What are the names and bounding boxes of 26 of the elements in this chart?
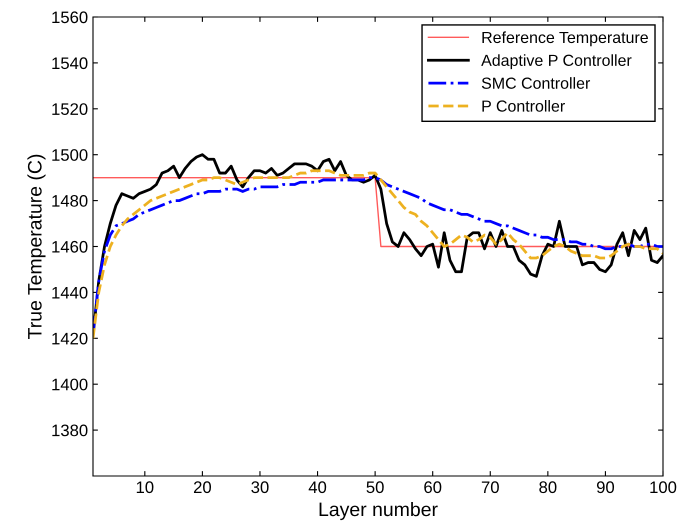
x-tick-label: 50 <box>366 481 384 494</box>
x-axis-title: Layer number <box>320 502 438 520</box>
x-tick-label: 10 <box>136 481 154 494</box>
legend-label: P Controller <box>482 100 565 112</box>
y-tick-label: 1480 <box>52 195 88 207</box>
x-tick-label: 20 <box>194 481 212 494</box>
x-tick-label: 30 <box>251 481 269 494</box>
x-tick-label: 100 <box>650 481 676 494</box>
x-tick-label: 80 <box>539 481 556 494</box>
x-tick-label: 40 <box>308 481 326 494</box>
y-tick-label: 1440 <box>52 286 88 299</box>
legend-label: Reference Temperature <box>482 31 648 46</box>
y-axis-title: True Temperature (C) <box>27 154 46 339</box>
x-tick-label: 70 <box>482 481 499 494</box>
y-tick-label: 1420 <box>52 332 88 345</box>
legend-label: SMC Controller <box>482 77 590 89</box>
y-tick-label: 1400 <box>52 378 88 390</box>
y-tick-label: 1460 <box>52 240 88 253</box>
y-tick-label: 1500 <box>52 149 88 161</box>
y-tick-label: 1520 <box>52 103 88 116</box>
x-tick-label: 90 <box>596 481 614 494</box>
y-tick-label: 1560 <box>52 11 88 24</box>
y-tick-label: 1380 <box>52 424 88 436</box>
y-tick-label: 1540 <box>52 57 88 70</box>
legend-label: Adaptive P Controller <box>481 54 632 70</box>
x-tick-label: 60 <box>424 481 442 494</box>
